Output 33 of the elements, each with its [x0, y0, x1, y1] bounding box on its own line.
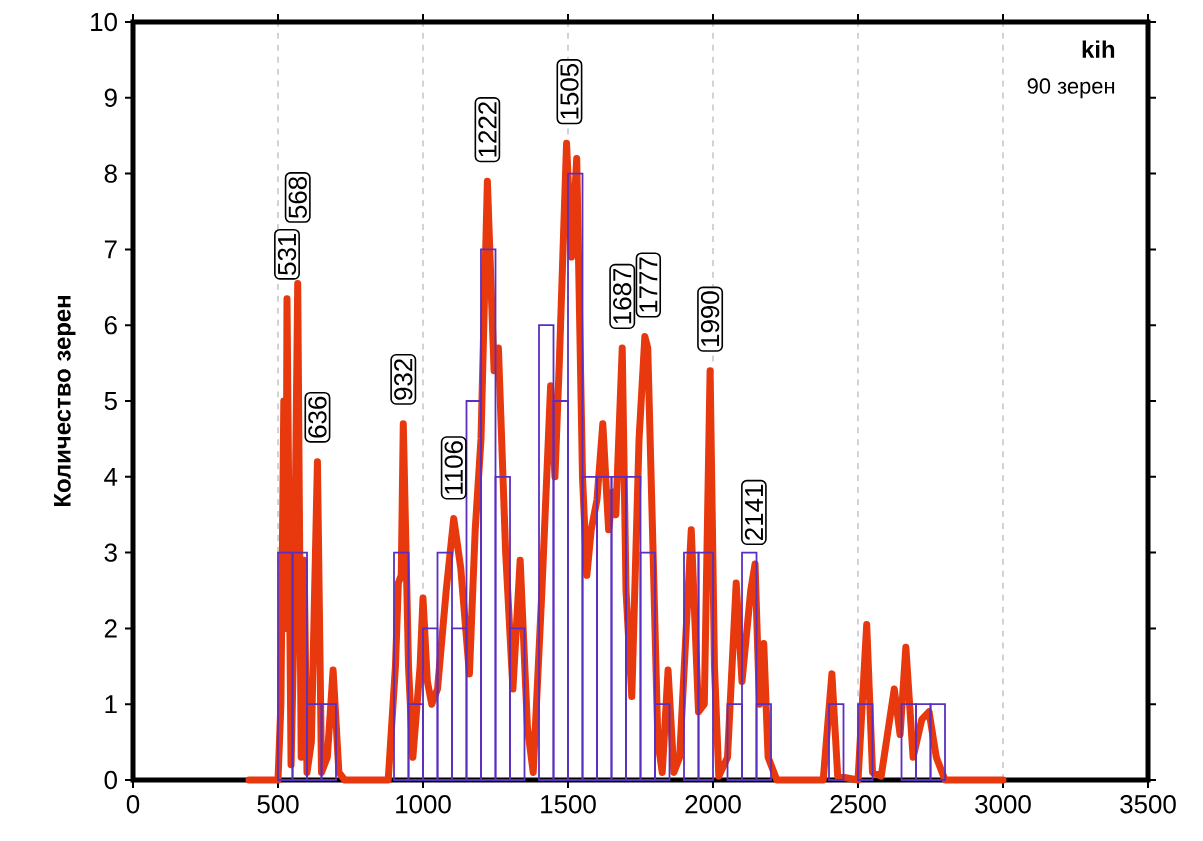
annotation: 932 — [394, 359, 413, 400]
text: kih — [1082, 40, 1115, 58]
y-tick-label: 6 — [104, 316, 117, 335]
x-tick-label: 1500 — [541, 795, 596, 814]
x-tick-label: 500 — [257, 795, 299, 814]
y-tick-label: 4 — [104, 467, 118, 486]
annotation: 1990 — [700, 291, 720, 346]
x-tick-label: 2000 — [685, 795, 741, 814]
x-tick-label: 2500 — [830, 795, 886, 814]
annotation: 2141 — [744, 484, 763, 540]
x-tick-label: 3000 — [975, 795, 1031, 814]
annotation: 531 — [277, 233, 297, 275]
y-tick-label: 1 — [105, 695, 117, 714]
y-tick-label: 9 — [104, 88, 117, 107]
annotation: 1687 — [613, 268, 632, 324]
annotation: 1222 — [478, 102, 497, 157]
text: 90 зерен — [1027, 78, 1115, 99]
y-tick-label: 0 — [104, 770, 117, 790]
y-tick-label: 10 — [91, 12, 117, 32]
annotation: 1505 — [560, 64, 579, 119]
annotation: 1777 — [639, 257, 658, 312]
annotation: 568 — [288, 176, 307, 219]
annotation: 1106 — [444, 441, 463, 494]
y-axis-title: Количество зерен — [54, 296, 76, 507]
x-tick-label: 0 — [126, 795, 140, 814]
y-tick-label: 5 — [104, 391, 117, 411]
x-tick-label: 3500 — [1120, 795, 1176, 814]
y-tick-label: 2 — [104, 619, 117, 638]
x-tick-label: 1000 — [396, 795, 451, 814]
y-tick-label: 8 — [104, 164, 117, 183]
y-tick-label: 7 — [104, 240, 117, 259]
y-tick-label: 3 — [104, 543, 117, 562]
annotation: 636 — [308, 396, 327, 438]
